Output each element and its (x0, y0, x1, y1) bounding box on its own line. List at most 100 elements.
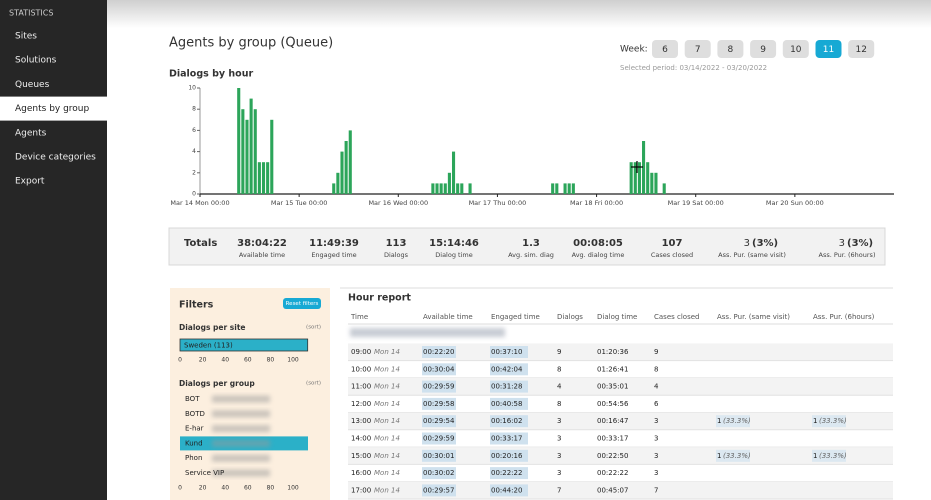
cell-dialog-time: 00:16:47 (597, 417, 628, 425)
axis-tick-label: 40 (221, 485, 229, 492)
total-value: 11:49:39 (309, 238, 359, 249)
cell-day: Mon 14 (374, 486, 400, 494)
y-tick-label: 2 (192, 169, 196, 176)
axis-tick-label: 0 (178, 485, 182, 492)
cell-ass-6h-pct: (33.3%) (819, 417, 847, 425)
x-tick-label: Mar 19 Sat 00:00 (668, 199, 724, 207)
cell-dialogs: 3 (557, 452, 561, 460)
cell-available: 00:30:02 (423, 469, 454, 477)
bar (448, 173, 451, 194)
bar (336, 173, 339, 194)
column-header: Engaged time (491, 313, 540, 321)
nav-item: Solutions (15, 56, 57, 66)
cell-cases: 3 (654, 417, 658, 425)
total-value: 113 (386, 238, 407, 249)
cell-ass-6h: 1 (813, 417, 817, 425)
cell-dialog-time: 00:54:56 (597, 400, 629, 408)
total-value: 00:08:05 (573, 238, 623, 249)
axis-tick-label: 60 (244, 357, 252, 364)
cell-time: 09:00 (351, 348, 371, 356)
total-label: Dialog time (435, 251, 472, 259)
total-label: Engaged time (311, 251, 356, 259)
axis-tick-label: 40 (221, 357, 229, 364)
bar (452, 152, 455, 194)
cell-cases: 3 (654, 469, 658, 477)
column-header: Time (350, 313, 368, 321)
bar (270, 120, 273, 194)
cell-day: Mon 14 (374, 348, 400, 356)
page-title: Agents by group (Queue) (169, 36, 333, 51)
cell-engaged: 00:40:58 (491, 400, 522, 408)
total-percent: (3%) (752, 238, 778, 249)
y-tick-label: 8 (192, 106, 196, 113)
content: STATISTICSSitesSolutionsQueuesAgents by … (0, 9, 894, 500)
axis-tick-label: 100 (287, 357, 299, 364)
total-percent: (3%) (847, 238, 873, 249)
chart-title: Dialogs by hour (169, 69, 253, 80)
x-tick-label: Mar 17 Thu 00:00 (469, 199, 527, 207)
total-label: Dialogs (384, 251, 409, 259)
group-item: BOT (185, 395, 200, 403)
group-item: Kund (185, 439, 203, 447)
bar (654, 173, 657, 194)
cell-engaged: 00:42:04 (491, 365, 523, 373)
cell-cases: 3 (654, 435, 658, 443)
bar (460, 183, 463, 194)
x-tick-label: Mar 20 Sun 00:00 (766, 199, 824, 207)
bar (237, 88, 240, 194)
cell-day: Mon 14 (374, 469, 400, 477)
nav-item: Queues (15, 80, 50, 90)
group-blur (212, 410, 270, 417)
week-number: 10 (790, 45, 802, 55)
bar (646, 162, 649, 194)
cell-engaged: 00:33:17 (491, 435, 522, 443)
cell-dialog-time: 00:33:17 (597, 435, 628, 443)
bar (444, 183, 447, 194)
x-tick-label: Mar 14 Mon 00:00 (170, 199, 229, 207)
bar (345, 141, 348, 194)
cell-engaged: 00:31:28 (491, 383, 522, 391)
axis-tick-label: 80 (267, 357, 275, 364)
report-title: Hour report (348, 293, 411, 304)
column-header: Ass. Pur. (6hours) (813, 313, 875, 321)
cell-dialogs: 3 (557, 417, 561, 425)
bar (250, 99, 253, 194)
week-number: 12 (855, 45, 866, 55)
cursor (631, 161, 643, 173)
cell-dialogs: 4 (557, 383, 562, 391)
cell-engaged: 00:44:20 (491, 486, 522, 494)
bar (440, 183, 443, 194)
cell-available: 00:29:59 (423, 383, 454, 391)
y-tick-label: 10 (188, 85, 196, 92)
bar (564, 183, 567, 194)
cell-time: 14:00 (351, 435, 371, 443)
column-header: Dialog time (597, 313, 637, 321)
cell-dialog-time: 00:22:22 (597, 469, 628, 477)
total-label: Ass. Pur. (same visit) (718, 251, 786, 259)
x-tick-label: Mar 15 Tue 00:00 (271, 199, 328, 207)
week-number: 7 (695, 45, 701, 55)
axis-tick-label: 0 (178, 357, 182, 364)
group-item: E-har (185, 425, 204, 433)
cell-time: 11:00 (351, 383, 371, 391)
cell-engaged: 00:37:10 (491, 348, 522, 356)
cell-dialogs: 3 (557, 469, 561, 477)
week-number: 6 (662, 45, 668, 55)
total-label: Avg. dialog time (572, 251, 625, 259)
axis-tick-label: 20 (199, 357, 207, 364)
cell-day: Mon 14 (374, 383, 400, 391)
bar (349, 130, 352, 194)
total-label: Cases closed (651, 251, 693, 259)
cell-available: 00:29:54 (423, 417, 455, 425)
cell-time: 10:00 (351, 365, 371, 373)
cell-dialog-time: 01:20:36 (597, 348, 629, 356)
cell-ass-same-pct: (33.3%) (723, 452, 751, 460)
site-bar-label: Sweden (113) (184, 342, 233, 350)
nav-item: Sites (15, 32, 37, 42)
cell-dialogs: 8 (557, 365, 561, 373)
total-label: Ass. Pur. (6hours) (819, 251, 876, 259)
column-header: Cases closed (654, 313, 699, 321)
cell-dialogs: 8 (557, 400, 561, 408)
nav-item: Agents by group (15, 104, 90, 114)
